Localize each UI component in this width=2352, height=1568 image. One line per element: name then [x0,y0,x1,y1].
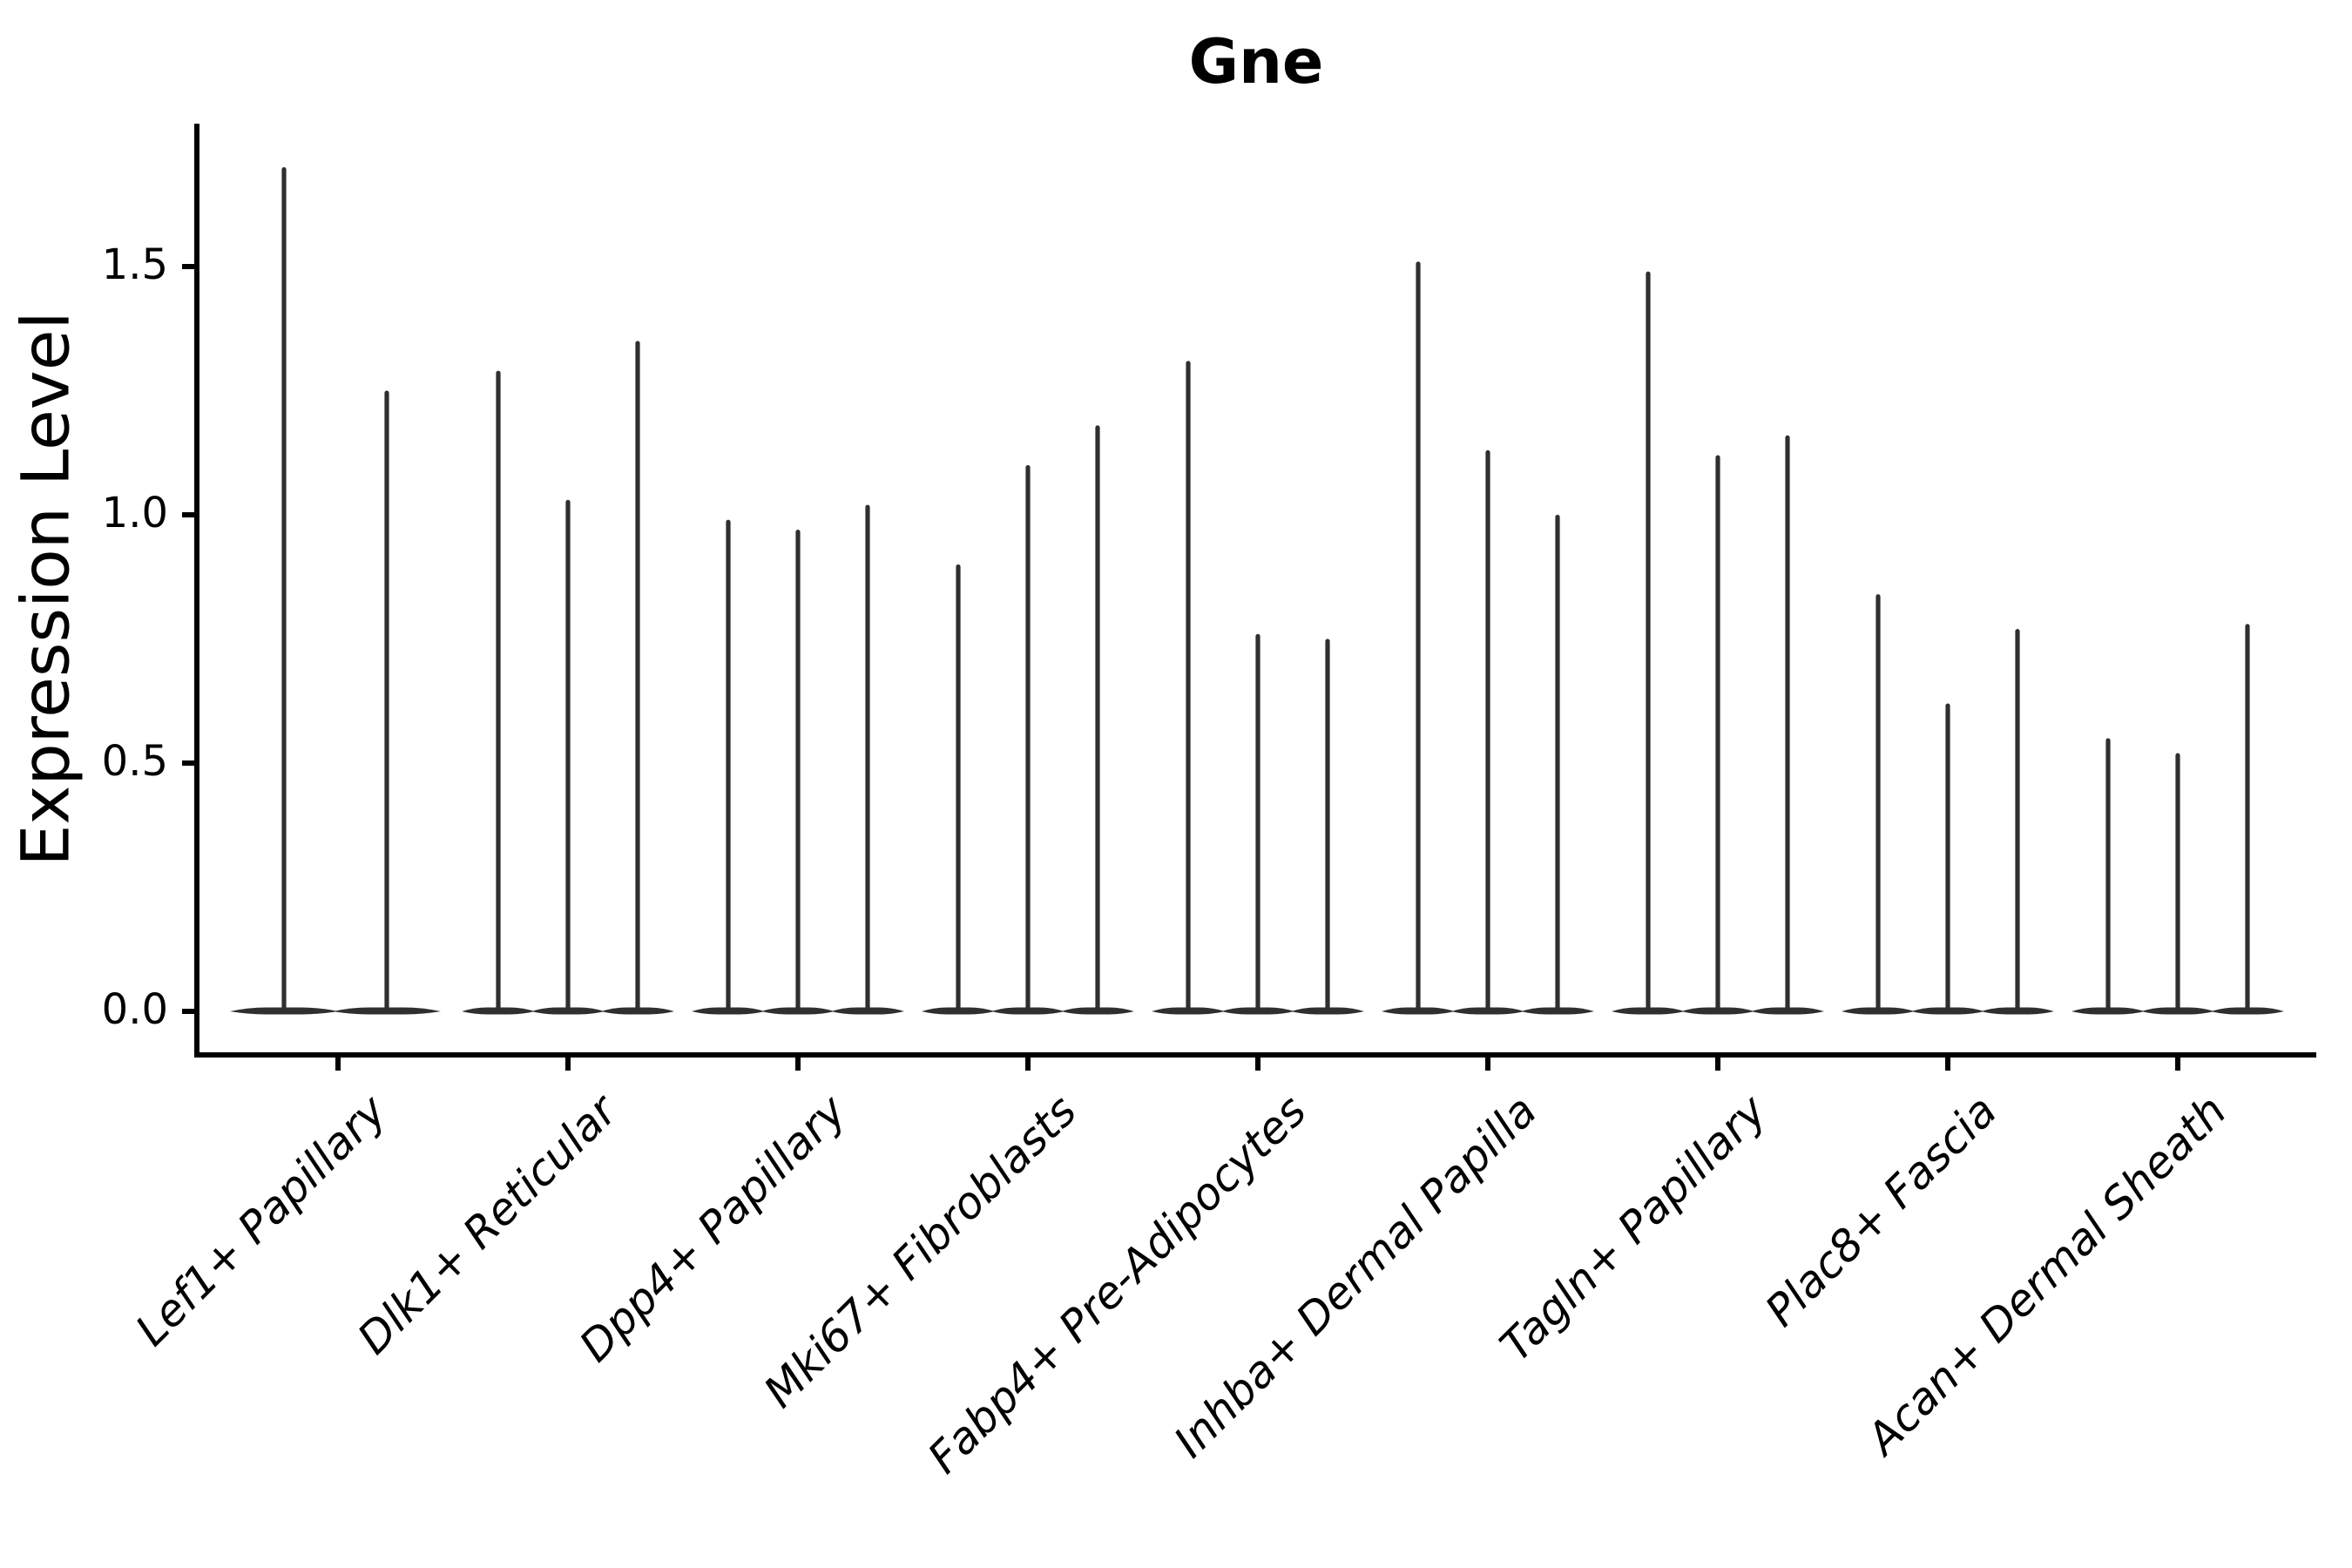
violin-group [1842,594,2054,1015]
y-tick-label: 0.5 [101,736,168,786]
violin-group [462,341,674,1015]
violin-group [692,504,904,1015]
y-tick-label: 1.0 [101,488,168,537]
violin-group [1612,271,1824,1015]
y-tick-label: 0.0 [101,984,168,1034]
chart-title: Gne [1188,26,1324,98]
violin-group [1382,261,1594,1015]
violin-group [230,166,441,1015]
violin-group [2072,624,2284,1015]
violin-group [1152,361,1364,1015]
y-tick-label: 1.5 [101,240,168,289]
violin-group [922,425,1134,1015]
